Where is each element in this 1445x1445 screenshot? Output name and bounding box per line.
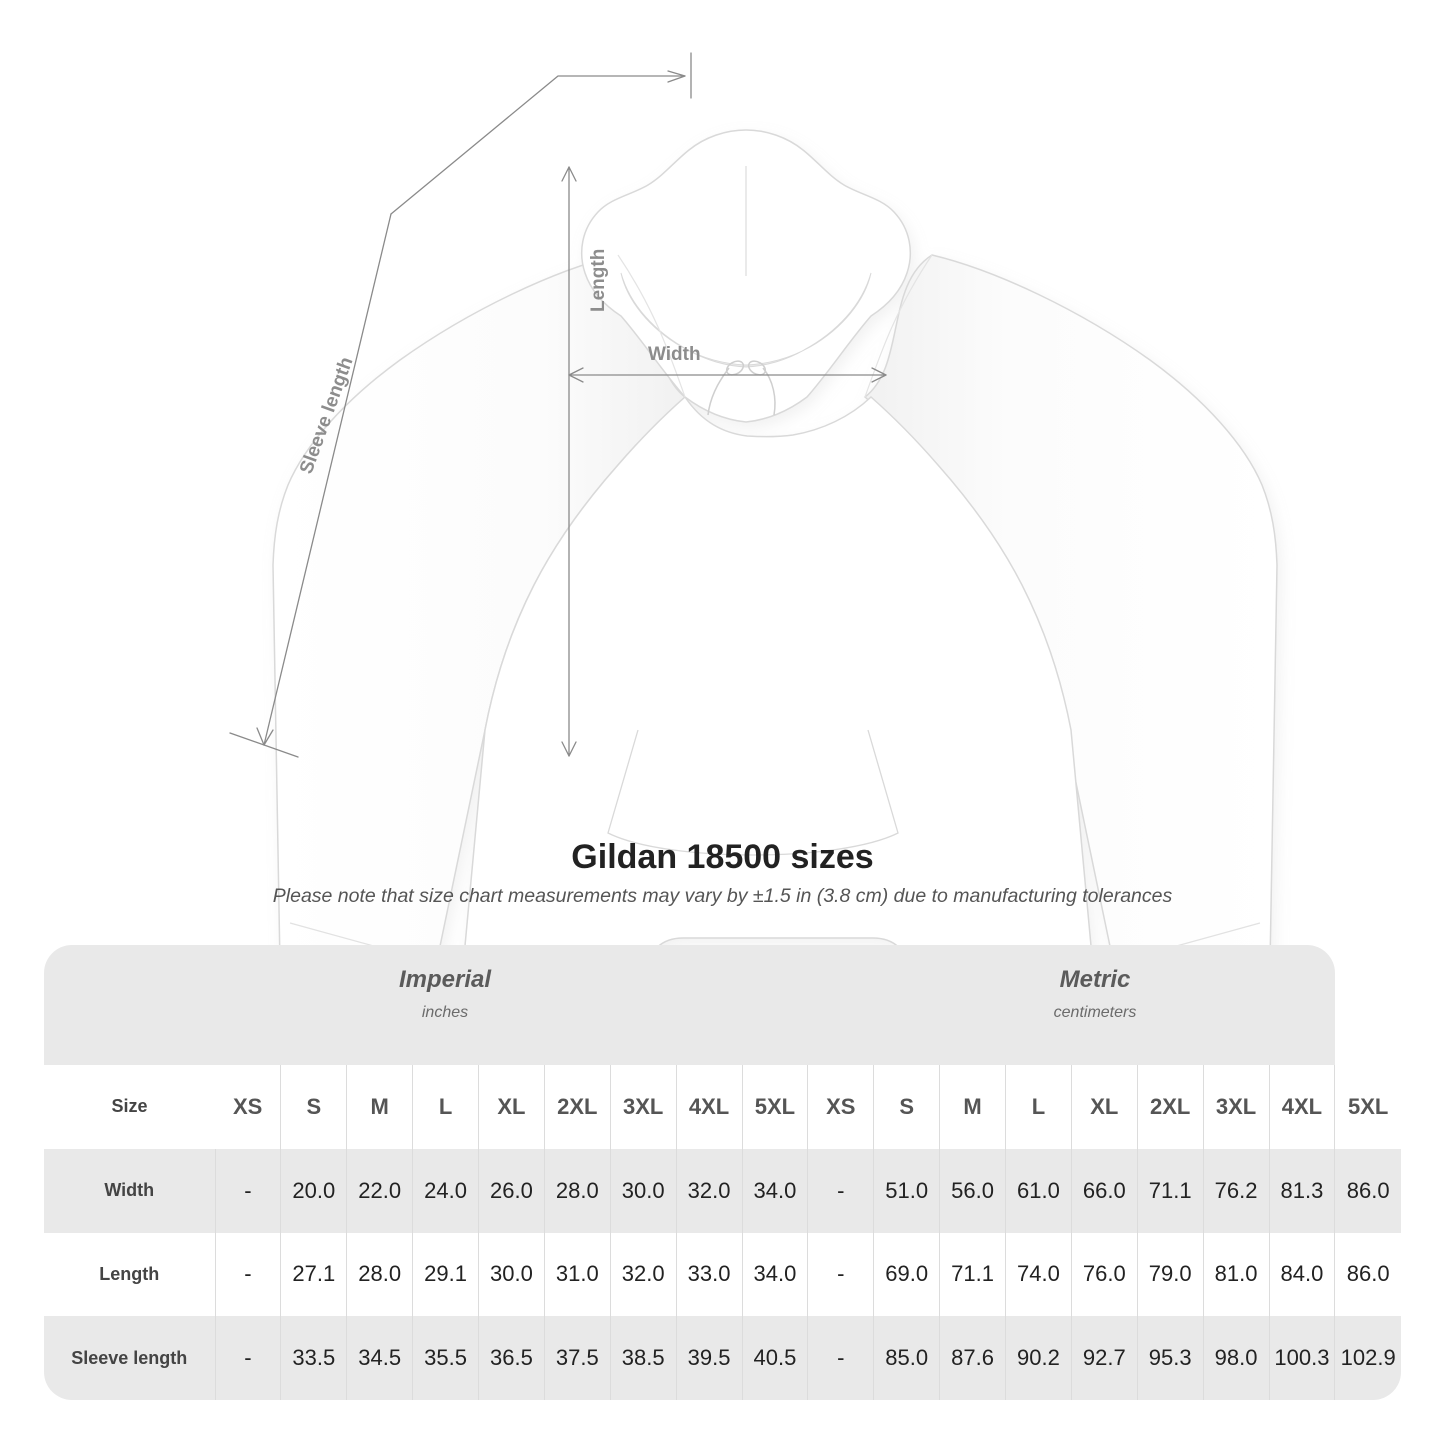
svg-text:Length: Length bbox=[588, 249, 609, 312]
svg-text:Width: Width bbox=[648, 344, 701, 365]
